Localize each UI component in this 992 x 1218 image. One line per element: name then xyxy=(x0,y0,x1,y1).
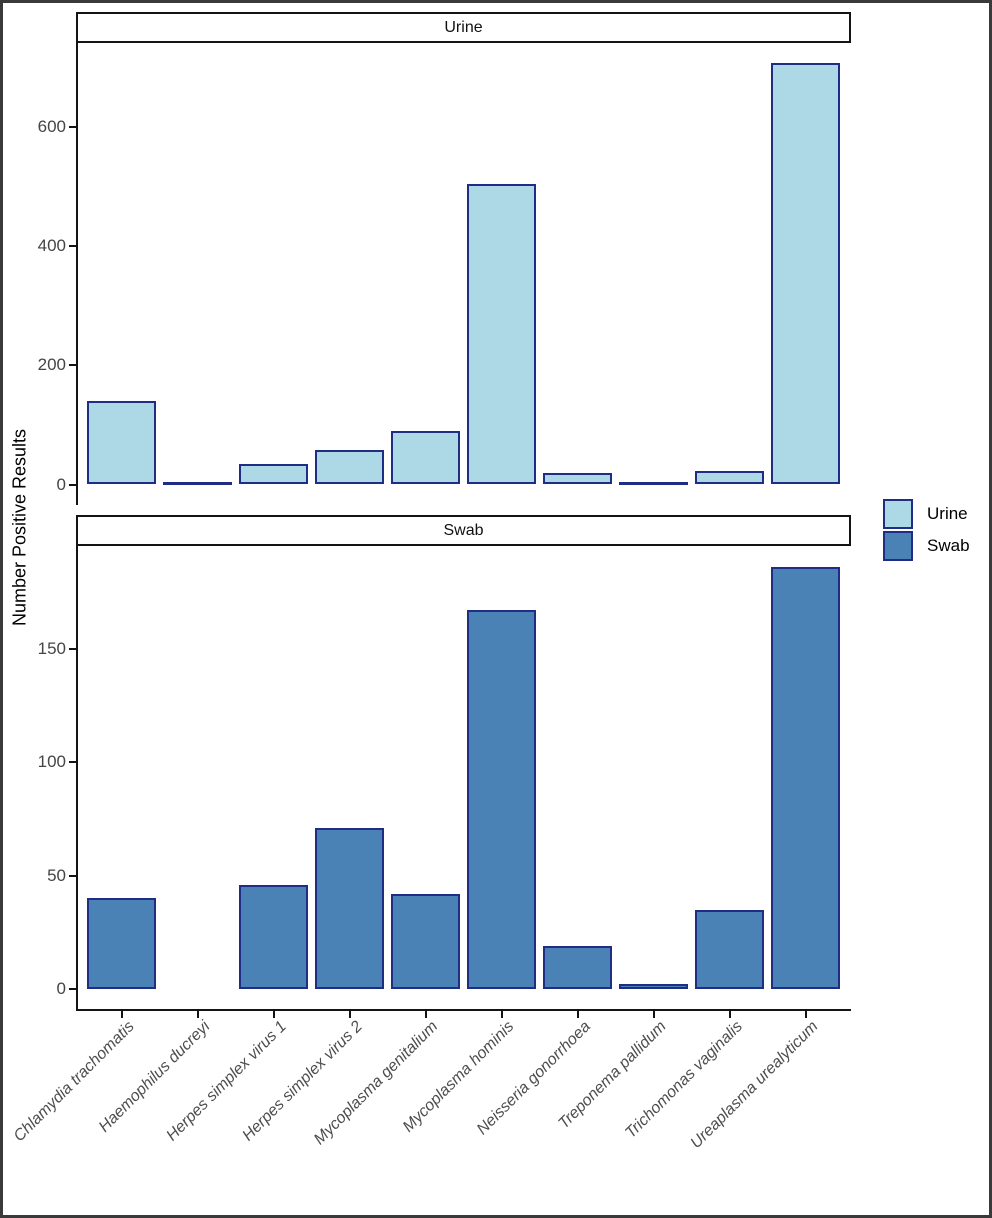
x-tick-mycoplasma-hominis xyxy=(500,1011,503,1018)
x-tick-label-mycoplasma-genitalium: Mycoplasma genitalium xyxy=(311,1018,442,1149)
x-tick-herpes-simplex-virus-1 xyxy=(272,1011,275,1018)
x-tick-herpes-simplex-virus-2 xyxy=(348,1011,351,1018)
bar-urine-herpes-simplex-virus-2 xyxy=(315,449,384,485)
panel-swab xyxy=(76,546,851,1009)
bar-swab-herpes-simplex-virus-1 xyxy=(239,884,308,989)
x-tick-haemophilus-ducreyi xyxy=(196,1011,199,1018)
y-tick-label-urine-0: 0 xyxy=(56,474,66,494)
y-tick-swab-0 xyxy=(69,988,76,990)
x-tick-ureaplasma-urealyticum xyxy=(804,1011,807,1018)
x-axis-line xyxy=(76,1009,851,1011)
legend-label-swab: Swab xyxy=(927,536,970,555)
y-tick-urine-200 xyxy=(69,364,76,367)
bar-urine-ureaplasma-urealyticum xyxy=(771,63,840,485)
y-tick-urine-600 xyxy=(69,125,76,128)
bar-urine-chlamydia-trachomatis xyxy=(87,400,156,485)
facet-strip-urine: Urine xyxy=(76,12,851,43)
bar-urine-trichomonas-vaginalis xyxy=(695,471,764,485)
y-tick-swab-100 xyxy=(69,761,76,764)
y-tick-swab-150 xyxy=(69,647,76,650)
bar-urine-herpes-simplex-virus-1 xyxy=(239,464,308,485)
bar-urine-mycoplasma-hominis xyxy=(467,184,536,485)
facet-strip-label: Urine xyxy=(444,18,483,36)
y-tick-label-urine-400: 400 xyxy=(37,235,66,255)
legend-label-urine: Urine xyxy=(927,504,968,523)
y-tick-label-swab-150: 150 xyxy=(37,638,66,658)
bar-swab-mycoplasma-genitalium xyxy=(391,893,460,989)
bar-urine-haemophilus-ducreyi xyxy=(163,481,232,485)
x-tick-label-chlamydia-trachomatis: Chlamydia trachomatis xyxy=(10,1018,138,1146)
bar-swab-ureaplasma-urealyticum xyxy=(771,567,840,989)
bar-urine-mycoplasma-genitalium xyxy=(391,430,460,485)
y-tick-swab-50 xyxy=(69,874,76,877)
x-tick-neisseria-gonorrhoea xyxy=(576,1011,579,1018)
bar-swab-herpes-simplex-virus-2 xyxy=(315,828,384,989)
bar-swab-neisseria-gonorrhoea xyxy=(543,945,612,989)
x-tick-chlamydia-trachomatis xyxy=(120,1011,123,1018)
x-tick-label-ureaplasma-urealyticum: Ureaplasma urealyticum xyxy=(687,1018,822,1153)
legend-swatch-urine xyxy=(883,499,913,529)
bar-swab-chlamydia-trachomatis xyxy=(87,898,156,989)
y-tick-label-urine-200: 200 xyxy=(37,355,66,375)
x-tick-treponema-pallidum xyxy=(652,1011,655,1018)
y-tick-urine-400 xyxy=(69,244,76,247)
bar-urine-neisseria-gonorrhoea xyxy=(543,472,612,485)
legend-item-urine: Urine xyxy=(883,499,970,529)
panel-urine xyxy=(76,42,851,505)
bar-swab-trichomonas-vaginalis xyxy=(695,909,764,989)
legend: Urine Swab xyxy=(883,499,970,563)
bar-swab-treponema-pallidum xyxy=(619,984,688,989)
y-tick-urine-0 xyxy=(69,483,76,486)
bar-swab-mycoplasma-hominis xyxy=(467,610,536,989)
y-tick-label-swab-50: 50 xyxy=(47,865,66,885)
y-tick-label-swab-0: 0 xyxy=(56,979,66,998)
legend-item-swab: Swab xyxy=(883,531,970,561)
y-tick-label-urine-600: 600 xyxy=(37,116,66,136)
facet-strip-swab: Swab xyxy=(76,515,851,546)
facet-strip-label: Swab xyxy=(443,521,484,539)
y-axis-title: Number Positive Results xyxy=(9,428,30,627)
y-tick-label-swab-100: 100 xyxy=(37,752,66,772)
legend-swatch-swab xyxy=(883,531,913,561)
x-tick-trichomonas-vaginalis xyxy=(728,1011,731,1018)
x-tick-mycoplasma-genitalium xyxy=(424,1011,427,1018)
bar-urine-treponema-pallidum xyxy=(619,481,688,485)
